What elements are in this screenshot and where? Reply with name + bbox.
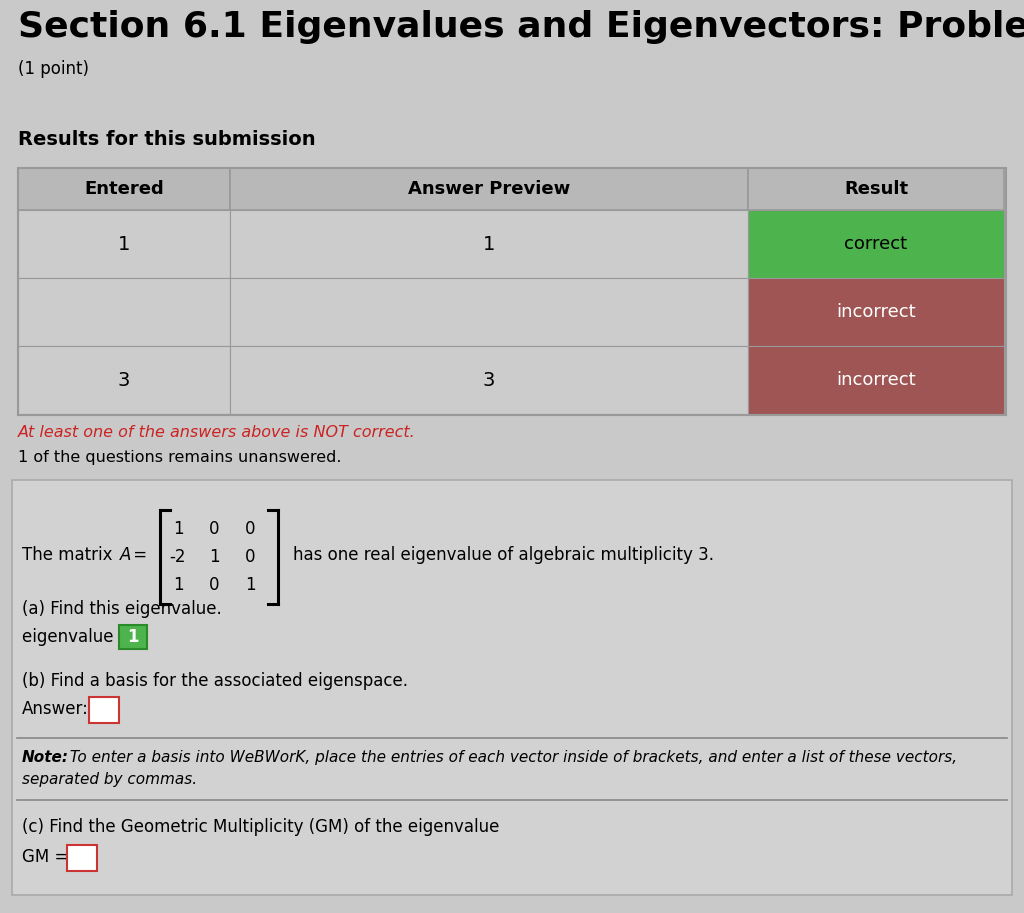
Text: GM =: GM = — [22, 848, 74, 866]
Text: 3: 3 — [482, 371, 496, 390]
Bar — [12, 480, 1012, 895]
Text: 1: 1 — [118, 235, 130, 254]
Text: 1: 1 — [245, 576, 255, 594]
FancyBboxPatch shape — [119, 625, 147, 649]
Text: (1 point): (1 point) — [18, 60, 89, 78]
Text: At least one of the answers above is NOT correct.: At least one of the answers above is NOT… — [18, 425, 416, 440]
Text: incorrect: incorrect — [837, 303, 915, 321]
Text: Answer:: Answer: — [22, 700, 89, 718]
Text: (c) Find the Geometric Multiplicity (GM) of the eigenvalue: (c) Find the Geometric Multiplicity (GM)… — [22, 818, 500, 836]
Text: Section 6.1 Eigenvalues and Eigenvectors: Problem 5: Section 6.1 Eigenvalues and Eigenvectors… — [18, 10, 1024, 44]
Text: Results for this submission: Results for this submission — [18, 130, 315, 149]
Text: 1: 1 — [209, 548, 219, 566]
Text: -2: -2 — [170, 548, 186, 566]
Text: Answer Preview: Answer Preview — [408, 180, 570, 198]
Text: Entered: Entered — [84, 180, 164, 198]
Text: (b) Find a basis for the associated eigenspace.: (b) Find a basis for the associated eige… — [22, 672, 408, 690]
Text: has one real eigenvalue of algebraic multiplicity 3.: has one real eigenvalue of algebraic mul… — [293, 546, 714, 564]
Bar — [18, 346, 230, 414]
Text: Note:: Note: — [22, 750, 69, 765]
Bar — [230, 278, 748, 346]
Text: correct: correct — [845, 235, 907, 253]
Text: 1: 1 — [482, 235, 496, 254]
Bar — [18, 168, 1006, 415]
Text: 1: 1 — [173, 520, 183, 538]
FancyBboxPatch shape — [67, 845, 97, 871]
Bar — [230, 210, 748, 278]
Bar — [230, 168, 748, 210]
Bar — [748, 278, 1004, 346]
Text: 0: 0 — [245, 520, 255, 538]
Text: 1: 1 — [127, 628, 138, 646]
Bar — [18, 168, 230, 210]
Text: incorrect: incorrect — [837, 371, 915, 389]
Bar — [748, 346, 1004, 414]
Text: 1: 1 — [173, 576, 183, 594]
Text: A: A — [120, 546, 131, 564]
Bar — [18, 278, 230, 346]
Text: 1 of the questions remains unanswered.: 1 of the questions remains unanswered. — [18, 450, 341, 465]
Text: (a) Find this eigenvalue.: (a) Find this eigenvalue. — [22, 600, 222, 618]
Text: =: = — [128, 546, 153, 564]
Text: Result: Result — [844, 180, 908, 198]
Bar — [748, 168, 1004, 210]
Text: The matrix: The matrix — [22, 546, 118, 564]
Bar — [230, 346, 748, 414]
Bar — [748, 210, 1004, 278]
Text: separated by commas.: separated by commas. — [22, 772, 198, 787]
Text: 0: 0 — [245, 548, 255, 566]
Text: eigenvalue =: eigenvalue = — [22, 628, 138, 646]
Text: 0: 0 — [209, 576, 219, 594]
Text: 0: 0 — [209, 520, 219, 538]
Bar — [18, 210, 230, 278]
Text: 3: 3 — [118, 371, 130, 390]
Text: To enter a basis into WeBWorK, place the entries of each vector inside of bracke: To enter a basis into WeBWorK, place the… — [65, 750, 957, 765]
FancyBboxPatch shape — [89, 697, 119, 723]
